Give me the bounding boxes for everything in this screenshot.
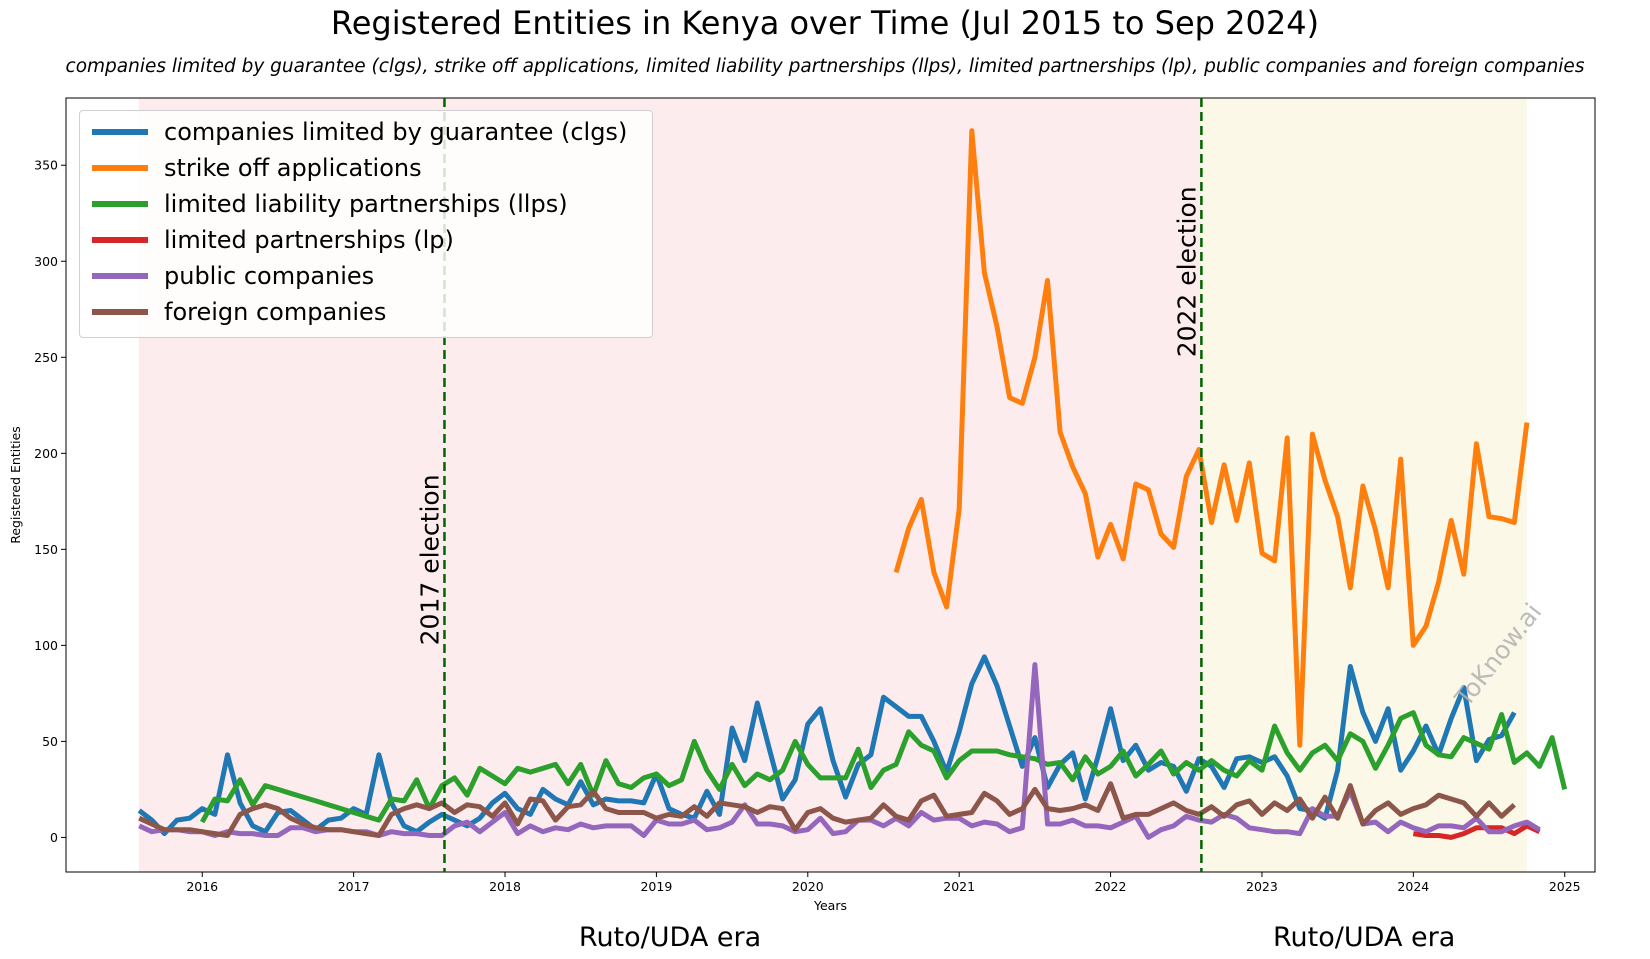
- series-line-1: [893, 128, 1530, 748]
- y-tick-label-250: 250: [34, 350, 58, 365]
- y-tick-label-150: 150: [34, 542, 58, 557]
- era-label-1: Ruto/UDA era: [1273, 922, 1455, 953]
- y-axis-label: Registered Entities: [8, 426, 23, 544]
- y-tick-label-100: 100: [34, 638, 58, 653]
- legend-item-strike-off: strike off applications: [92, 153, 422, 183]
- legend-item-lp: limited partnerships (lp): [92, 225, 454, 255]
- legend-swatch-foreign: [92, 309, 148, 315]
- y-tick-label-350: 350: [34, 158, 58, 173]
- series-line-5: [138, 781, 1516, 838]
- legend-swatch-clgs: [92, 129, 148, 135]
- legend-swatch-llps: [92, 201, 148, 207]
- y-tick-label-50: 50: [42, 734, 58, 749]
- x-tick-label-2017: 2017: [338, 879, 370, 894]
- legend-swatch-public: [92, 273, 148, 279]
- chart-title: Registered Entities in Kenya over Time (…: [330, 4, 1320, 42]
- x-tick-label-2019: 2019: [640, 879, 672, 894]
- legend-label-strike-off: strike off applications: [164, 154, 422, 182]
- series-line-0: [137, 654, 1517, 837]
- x-tick-label-2020: 2020: [792, 879, 824, 894]
- series-lines: [137, 128, 1568, 840]
- y-tick-label-300: 300: [34, 254, 58, 269]
- era-label-0: Ruto/UDA era: [579, 922, 761, 953]
- event-label-0: 2017 election: [415, 474, 444, 645]
- legend-item-public: public companies: [92, 261, 374, 291]
- legend-label-foreign: foreign companies: [164, 298, 387, 326]
- x-tick-label-2023: 2023: [1246, 879, 1278, 894]
- chart-subtitle: companies limited by guarantee (clgs), s…: [65, 56, 1585, 77]
- plot-frame: [65, 97, 1596, 873]
- y-tick-label-200: 200: [34, 446, 58, 461]
- legend-label-llps: limited liability partnerships (llps): [164, 190, 568, 218]
- series-line-3: [1412, 823, 1541, 840]
- axes: 2016 2017 2018 2019 2020 2021 2022 2023 2024 2025…: [34, 97, 1596, 894]
- legend: companies limited by guarantee (clgs) st…: [79, 110, 653, 338]
- x-tick-label-2021: 2021: [943, 879, 975, 894]
- event-label-1: 2022 election: [1172, 186, 1201, 357]
- x-tick-label-2016: 2016: [186, 879, 218, 894]
- legend-item-llps: limited liability partnerships (llps): [92, 189, 568, 219]
- x-tick-label-2022: 2022: [1095, 879, 1127, 894]
- x-axis-label: Years: [813, 898, 847, 913]
- legend-swatch-strike-off: [92, 165, 148, 171]
- legend-label-lp: limited partnerships (lp): [164, 226, 454, 254]
- legend-item-foreign: foreign companies: [92, 297, 386, 327]
- x-tick-label-2024: 2024: [1397, 879, 1429, 894]
- legend-label-public: public companies: [164, 262, 375, 290]
- x-tick-label-2025: 2025: [1549, 879, 1581, 894]
- x-tick-label-2018: 2018: [489, 879, 521, 894]
- legend-swatch-lp: [92, 237, 148, 243]
- legend-label-clgs: companies limited by guarantee (clgs): [164, 118, 628, 146]
- y-tick-label-0: 0: [50, 830, 58, 845]
- legend-item-clgs: companies limited by guarantee (clgs): [92, 117, 627, 147]
